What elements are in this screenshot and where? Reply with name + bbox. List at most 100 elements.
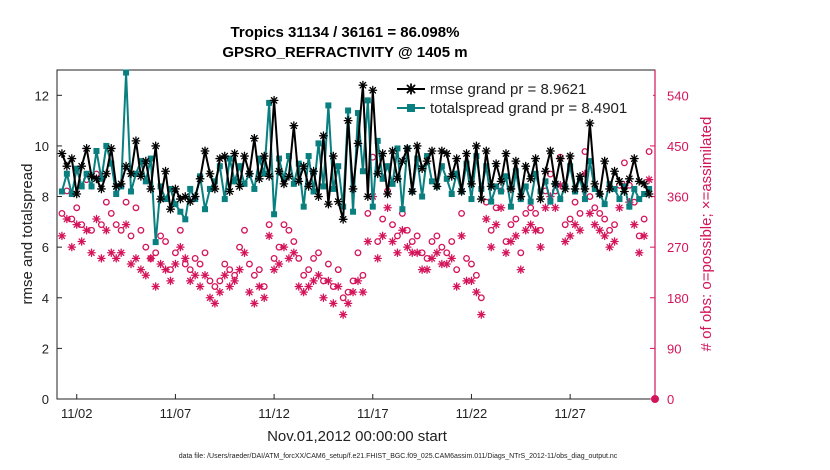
- assimilated-point: [600, 231, 609, 241]
- assimilated-point: [314, 271, 323, 280]
- assimilated-point: [536, 242, 545, 252]
- rmse-point: [348, 184, 358, 194]
- totalspread-point: [384, 163, 391, 170]
- rmse-point: [605, 184, 615, 194]
- y-axis-right-label: # of obs: o=possible; ×=assimilated: [698, 117, 715, 352]
- rmse-point: [67, 154, 77, 164]
- rmse-point: [126, 169, 136, 179]
- rmse-point: [101, 169, 111, 179]
- totalspread-point: [586, 158, 593, 165]
- possible-point: [157, 232, 165, 240]
- assimilated-point: [171, 259, 180, 269]
- assimilated-point: [491, 220, 501, 229]
- x-tick-label: 11/22: [456, 406, 488, 421]
- totalspread-point: [266, 99, 273, 106]
- rmse-point: [397, 156, 407, 166]
- possible-point: [102, 198, 110, 206]
- assimilated-point: [427, 254, 437, 263]
- y-right-tick-label: 180: [667, 291, 689, 306]
- legend-rmse-label: rmse grand pr = 8.9621: [430, 81, 586, 98]
- assimilated-point: [378, 231, 387, 241]
- rmse-point: [422, 156, 432, 166]
- assimilated-point: [521, 226, 530, 235]
- assimilated-point: [590, 220, 600, 229]
- totalspread-point: [216, 163, 223, 170]
- totalspread-point: [211, 178, 218, 185]
- totalspread-point: [399, 206, 406, 213]
- rmse-point: [210, 184, 220, 194]
- totalspread-point: [280, 175, 287, 182]
- possible-point: [566, 215, 574, 223]
- rmse-point: [476, 194, 486, 204]
- totalspread-point: [493, 183, 500, 190]
- possible-point: [601, 215, 609, 223]
- rmse-point: [412, 141, 422, 151]
- possible-point: [561, 221, 569, 229]
- chart-subtitle: GPSRO_REFRACTIVITY @ 1405 m: [222, 44, 467, 61]
- assimilated-point: [482, 214, 491, 224]
- x-tick-label: 11/02: [61, 406, 93, 421]
- totalspread-point: [231, 178, 238, 185]
- totalspread-point: [295, 160, 302, 167]
- y-tick-label: 0: [42, 392, 49, 407]
- assimilated-point: [343, 299, 353, 308]
- rmse-point: [200, 146, 210, 156]
- rmse-point: [358, 80, 368, 90]
- totalspread-point: [616, 196, 623, 203]
- assimilated-point: [516, 265, 526, 274]
- assimilated-point: [605, 242, 614, 252]
- assimilated-point: [506, 237, 516, 246]
- possible-point: [186, 266, 194, 274]
- possible-point: [310, 254, 318, 262]
- totalspread-point: [147, 155, 154, 162]
- rmse-point: [457, 187, 467, 196]
- rmse-point: [195, 174, 205, 184]
- totalspread-point: [305, 153, 312, 160]
- assimilated-point: [585, 209, 595, 218]
- rmse-point: [555, 154, 565, 164]
- possible-point: [527, 204, 535, 212]
- rmse-point: [541, 166, 550, 176]
- totalspread-point: [108, 160, 115, 167]
- rmse-point: [624, 174, 634, 184]
- assimilated-point: [442, 259, 452, 269]
- legend-box: [393, 74, 653, 118]
- assimilated-point: [240, 248, 249, 258]
- y-tick-label: 8: [42, 190, 49, 205]
- totalspread-point: [419, 193, 426, 200]
- assimilated-point: [595, 226, 604, 235]
- rmse-point: [235, 181, 245, 191]
- rmse-point: [72, 189, 82, 199]
- possible-point: [196, 260, 204, 268]
- totalspread-point: [320, 183, 327, 190]
- assimilated-point: [496, 203, 506, 213]
- assimilated-point: [634, 248, 644, 258]
- rmse-point: [225, 187, 235, 196]
- assimilated-point: [472, 287, 481, 297]
- rmse-point: [590, 179, 600, 189]
- totalspread-point: [374, 137, 381, 144]
- rmse-point: [580, 184, 590, 194]
- assimilated-point: [126, 259, 136, 269]
- totalspread-point: [172, 201, 179, 208]
- possible-point: [458, 209, 466, 217]
- assimilated-point: [531, 226, 540, 235]
- assimilated-point: [412, 248, 422, 258]
- possible-point: [532, 209, 540, 217]
- assimilated-point: [551, 203, 560, 213]
- possible-point: [245, 260, 253, 268]
- totalspread-point: [394, 145, 401, 152]
- rmse-point: [254, 174, 264, 184]
- x-tick-label: 11/07: [160, 406, 192, 421]
- assimilated-point: [403, 242, 412, 252]
- assimilated-point: [565, 231, 575, 241]
- rmse-point: [402, 144, 412, 153]
- rmse-point: [388, 146, 397, 156]
- possible-point: [453, 266, 461, 274]
- rmse-point: [220, 151, 230, 161]
- assimilated-point: [190, 271, 200, 280]
- assimilated-point: [181, 254, 190, 263]
- possible-point: [171, 249, 179, 257]
- rmse-point: [299, 161, 309, 171]
- possible-point: [265, 221, 273, 229]
